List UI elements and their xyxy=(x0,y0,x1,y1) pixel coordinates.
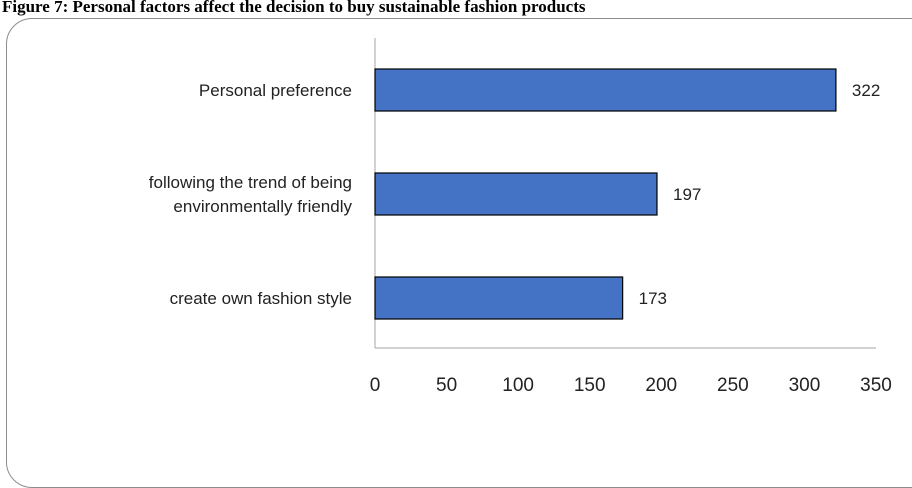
category-label: Personal preference xyxy=(199,81,352,100)
bar xyxy=(374,172,658,216)
bar-chart: 0 50 100 150 200 250 300 350 322 Personal prefere… xyxy=(149,38,892,396)
data-label: 173 xyxy=(639,289,667,308)
bar xyxy=(374,276,624,320)
chart-bars xyxy=(374,68,837,320)
data-label: 197 xyxy=(673,185,701,204)
x-tick-label: 50 xyxy=(436,375,457,396)
category-label: create own fashion style xyxy=(170,289,352,308)
x-tick-label: 250 xyxy=(717,375,749,396)
x-tick-label: 300 xyxy=(789,375,821,396)
x-tick-label: 350 xyxy=(860,375,892,396)
x-tick-label: 0 xyxy=(370,375,381,396)
x-tick-label: 200 xyxy=(645,375,677,396)
figure-title: Figure 7: Personal factors affect the de… xyxy=(2,0,586,16)
x-tick-label: 100 xyxy=(502,375,534,396)
data-label: 322 xyxy=(852,81,880,100)
category-label: following the trend of being environmenta… xyxy=(149,173,353,216)
x-tick-label: 150 xyxy=(574,375,606,396)
bar xyxy=(374,68,837,112)
chart-labels: 0 50 100 150 200 250 300 350 322 Personal prefere… xyxy=(149,81,892,396)
